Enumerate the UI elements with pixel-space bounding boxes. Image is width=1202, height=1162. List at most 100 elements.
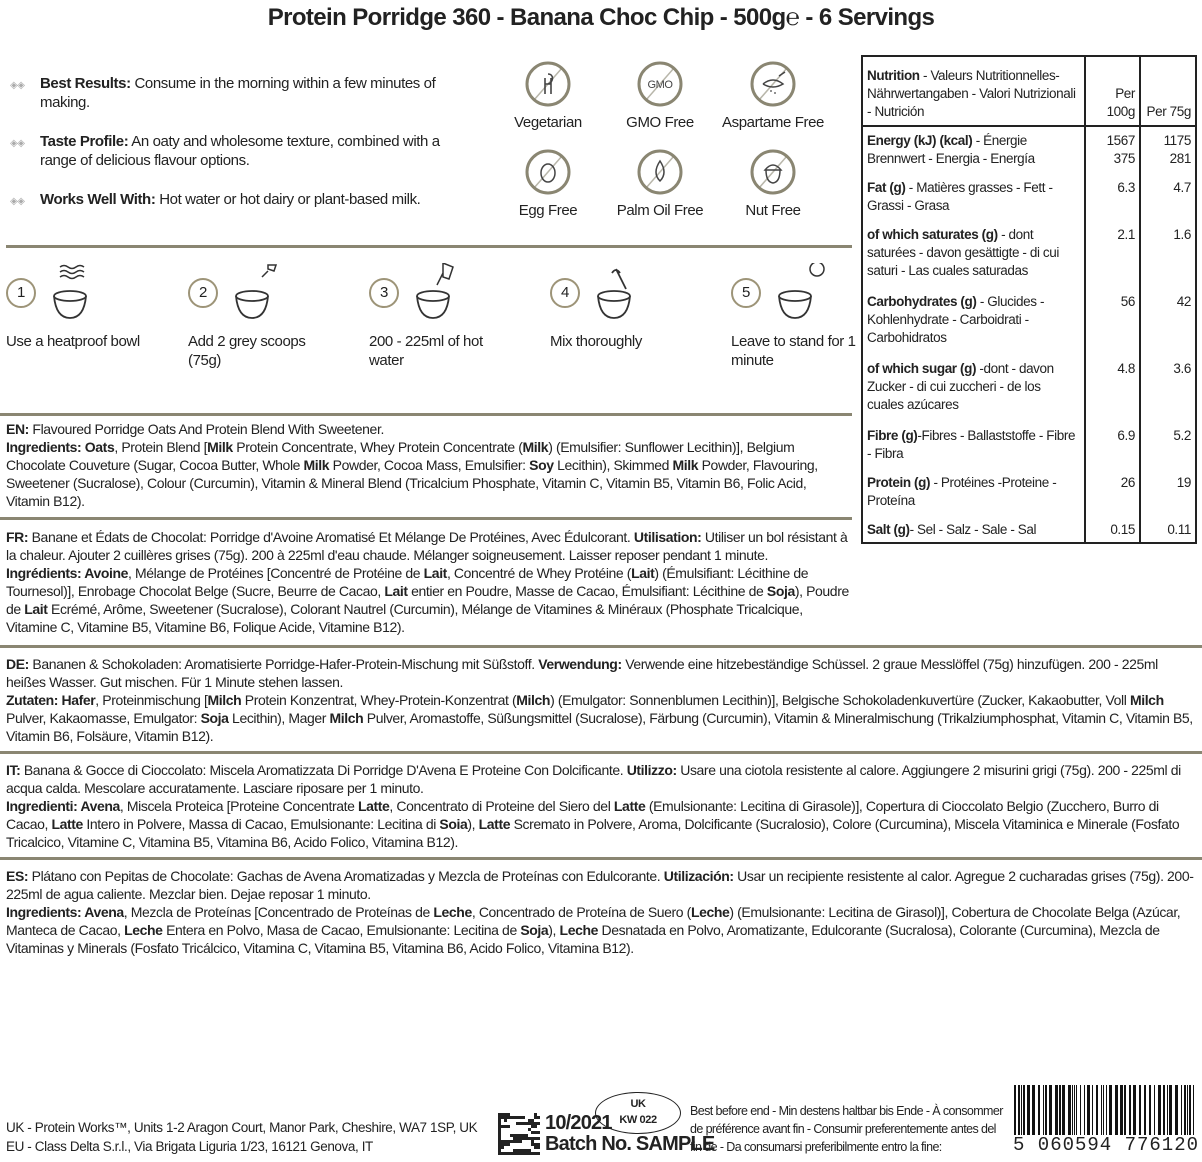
- ingredient-text: ),: [467, 816, 479, 832]
- ingredient-emphasis: Milk: [207, 439, 233, 455]
- nutrition-row: Fibre (g)-Fibres - Ballaststoffe - Fibre…: [863, 422, 1195, 470]
- step-number: 3: [369, 278, 399, 308]
- nutrient-name: Salt (g): [867, 521, 910, 537]
- ingredient-text: , Miscela Proteica [Proteine Concentrate: [119, 798, 358, 814]
- step-number: 2: [188, 278, 218, 308]
- value-per-75g: 1175 281: [1139, 126, 1195, 175]
- badge-nut-free: Nut Free: [717, 148, 829, 219]
- ingredient-emphasis: Lait: [631, 565, 655, 581]
- step-label: Use a heatproof bowl: [6, 333, 140, 350]
- egg-free-icon: [525, 149, 571, 195]
- nutrient-translations: -Fibres - Ballaststoffe - Fibre - Fibra: [867, 428, 1076, 462]
- ingredient-text: Verwende eine hitzebeständige Schüssel. …: [6, 656, 1158, 690]
- ingredient-text: Usare una ciotola resistente al calore. …: [6, 762, 1181, 796]
- ingredient-emphasis: Lait: [24, 601, 48, 617]
- value-per-100g: 1567 375: [1084, 126, 1140, 175]
- health-mark-country: UK: [630, 1098, 646, 1110]
- ingredient-text: ),: [548, 922, 560, 938]
- ingredient-emphasis: Milch: [329, 710, 364, 726]
- svg-text:GMO: GMO: [647, 79, 673, 91]
- value-per-75g: 0.11: [1139, 515, 1195, 542]
- ingredient-emphasis: Utilisation:: [633, 529, 702, 545]
- step-label: 200 - 225ml of hot water: [369, 333, 483, 369]
- ingredient-emphasis: Lait: [384, 583, 408, 599]
- ingredient-emphasis: Milch: [207, 692, 242, 708]
- nutrient-translations: - Sel - Salz - Sale - Sal: [909, 521, 1037, 537]
- ingredient-emphasis: Utilización:: [663, 868, 734, 884]
- address-uk: UK - Protein Works™, Units 1-2 Aragon Co…: [6, 1120, 478, 1135]
- bowl-icon: [416, 263, 454, 319]
- feature-label: Best Results:: [40, 75, 131, 92]
- bowl-icon: [778, 263, 825, 319]
- ingredient-emphasis: Leche: [433, 904, 472, 920]
- datamatrix-code: [498, 1113, 540, 1155]
- nutrient-name: of which sugar (g): [867, 361, 977, 377]
- value-per-100g: 26: [1084, 469, 1140, 516]
- nut-free-icon: [750, 149, 796, 195]
- value-per-100g: 2.1: [1084, 220, 1140, 289]
- ingredient-text: ) (Émulsifiant: Lécithine de Tournesol)]…: [6, 565, 809, 599]
- ingredient-text: ) (Emulsifier: Sunflower Lecithin)], Bel…: [6, 439, 795, 473]
- feature-text: Hot water or hot dairy or plant-based mi…: [155, 191, 421, 208]
- divider: [0, 645, 1202, 648]
- ingredient-text: ), Poudre de: [6, 583, 849, 617]
- divider: [0, 517, 852, 520]
- ingredient-emphasis: Milk: [303, 457, 330, 473]
- value-per-75g: 19: [1139, 469, 1195, 516]
- ingredient-text: , Concentré de Whey Protéine (: [446, 565, 632, 581]
- badge-label: Palm Oil Free: [616, 202, 704, 219]
- nutrition-row: Fat (g) - Matières grasses - Fett - Gras…: [863, 174, 1195, 221]
- bowl-icon: [53, 264, 87, 319]
- divider: [0, 413, 852, 416]
- ingredient-emphasis: Milch: [1129, 692, 1164, 708]
- nutrition-header-row: Nutrition - Valeurs Nutritionnelles-Nähr…: [863, 57, 1195, 128]
- ingredient-emphasis: Latte: [478, 816, 511, 832]
- nutrient-translations: - dont saturées - davon gesättigte - di …: [867, 226, 1059, 278]
- ingredient-emphasis: Leche: [124, 922, 163, 938]
- ingredient-text: , Proteinmischung [: [95, 692, 208, 708]
- ingredient-text: Lecithin), Skimmed: [553, 457, 673, 473]
- ingredient-text: Lecithin), Mager: [228, 710, 330, 726]
- ingredient-emphasis: Zutaten: Hafer: [6, 692, 96, 708]
- ingredient-text: Bananen & Schokoladen: Aromatisierte Por…: [28, 656, 539, 672]
- vegetarian-icon: [525, 61, 571, 107]
- ingredient-text: Utiliser un bol résistant à la chaleur. …: [6, 529, 848, 563]
- ingredient-text: Usar un recipiente resistente al calor. …: [6, 868, 1194, 902]
- health-mark-code: KW 022: [619, 1114, 657, 1126]
- feature-works-well: ◈◈ Works Well With: Hot water or hot dair…: [10, 190, 465, 209]
- nutrition-row: Carbohydrates (g) - Glucides - Kohlenhyd…: [863, 288, 1195, 356]
- step-label: Leave to stand for 1 minute: [731, 333, 856, 369]
- value-per-100g: 4.8: [1084, 355, 1140, 423]
- health-mark: UK KW 022: [595, 1092, 681, 1134]
- ingredients-it: IT: Banana & Gocce di Cioccolato: Miscel…: [6, 761, 1196, 851]
- value-per-100g: 56: [1084, 288, 1140, 356]
- ingredient-emphasis: Latte: [613, 798, 646, 814]
- ingredient-emphasis: Soja: [520, 922, 549, 938]
- ingredient-emphasis: ES:: [6, 868, 29, 884]
- ingredient-text: Protein Konzentrat, Whey-Protein-Konzent…: [241, 692, 517, 708]
- ingredient-emphasis: FR:: [6, 529, 29, 545]
- nutrient-name: Energy (kJ) (kcal): [867, 133, 973, 149]
- ingredient-emphasis: Soja: [200, 710, 229, 726]
- ingredient-text: ) (Emulsionante: Lecitina de Girasol)], …: [6, 904, 1181, 938]
- ingredient-text: Plátano con Pepitas de Chocolate: Gachas…: [28, 868, 664, 884]
- ingredient-emphasis: Soja: [766, 583, 795, 599]
- ingredient-text: Powder, Flavouring, Sweetener (Sucralose…: [6, 457, 818, 509]
- step-label: Mix thoroughly: [550, 333, 642, 350]
- nutrition-row: Energy (kJ) (kcal) - Énergie Brennwert -…: [863, 126, 1195, 175]
- value-per-75g: 4.7: [1139, 174, 1195, 221]
- palm-oil-free-icon: [637, 149, 683, 195]
- badge-vegetarian: Vegetarian: [492, 60, 604, 131]
- ingredient-emphasis: Ingredients: Avena: [6, 904, 124, 920]
- feature-label: Taste Profile:: [40, 133, 129, 150]
- nutrient-name: of which saturates (g): [867, 226, 998, 242]
- feature-text: Consume in the morning within a few minu…: [40, 75, 436, 111]
- ingredient-text: , Mezcla de Proteínas [Concentrado de Pr…: [123, 904, 434, 920]
- badge-label: GMO Free: [626, 114, 694, 131]
- value-per-75g: 5.2: [1139, 422, 1195, 470]
- ingredient-text: Powder, Cocoa Mass, Emulsifier:: [329, 457, 530, 473]
- divider: [0, 857, 1202, 860]
- ingredient-text: Pulver, Kakaomasse, Emulgator:: [6, 710, 201, 726]
- badge-palm-oil-free: Palm Oil Free: [604, 148, 716, 219]
- ingredient-emphasis: Ingrédients: Avoine: [6, 565, 129, 581]
